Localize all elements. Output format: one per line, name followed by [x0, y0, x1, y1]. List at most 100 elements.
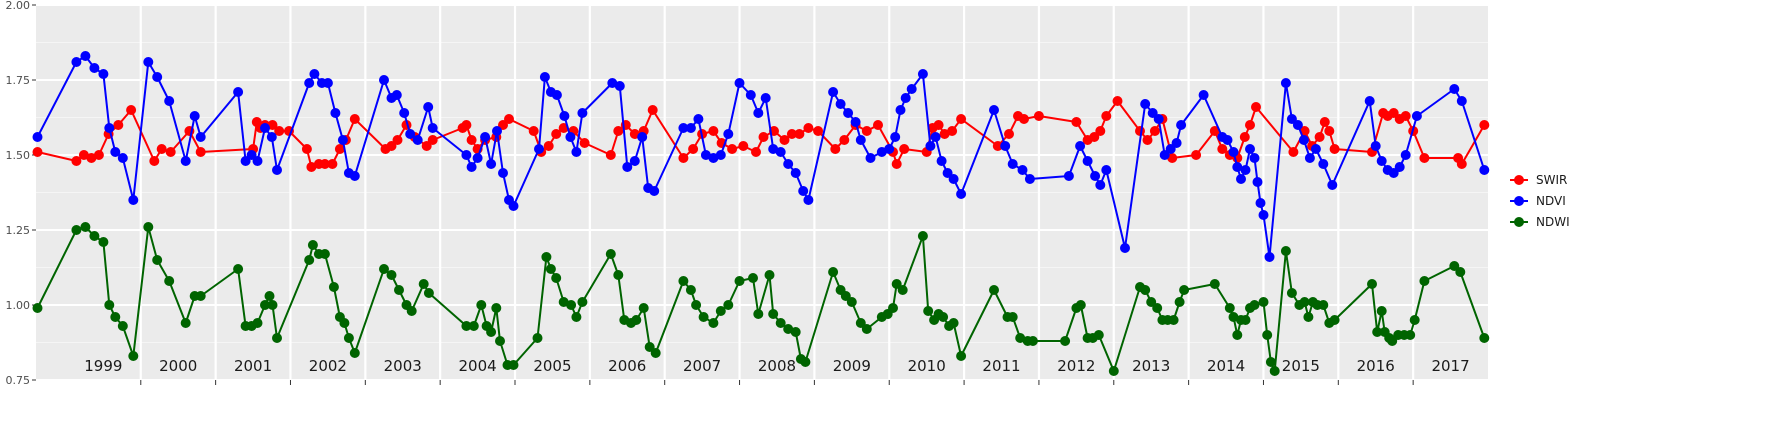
data-point-swir — [427, 135, 438, 145]
data-point-swir — [466, 135, 477, 145]
data-point-swir — [149, 156, 160, 166]
data-point-ndvi — [1095, 180, 1106, 190]
data-point-ndwi — [343, 333, 354, 343]
data-point-ndvi — [128, 195, 139, 205]
data-point-swir — [1033, 111, 1044, 121]
data-point-ndvi — [637, 132, 648, 142]
data-point-swir — [1095, 126, 1106, 136]
data-point-ndvi — [486, 159, 497, 169]
data-point-swir — [786, 129, 797, 139]
data-point-swir — [93, 150, 104, 160]
data-point-ndvi — [1017, 165, 1028, 175]
data-point-ndwi — [495, 336, 505, 346]
data-point-ndwi — [486, 327, 497, 337]
year-label: 1999 — [84, 357, 122, 375]
legend-key-point — [1514, 217, 1524, 227]
data-point-ndvi — [195, 132, 206, 142]
y-tick-label: 0.75 — [6, 374, 31, 387]
data-point-ndwi — [541, 252, 552, 262]
data-point-ndvi — [498, 168, 508, 178]
data-point-swir — [1456, 159, 1467, 169]
data-point-ndvi — [98, 69, 109, 79]
data-point-swir — [813, 126, 824, 136]
data-point-ndvi — [1120, 243, 1130, 253]
data-point-ndvi — [571, 147, 582, 157]
data-point-ndwi — [566, 300, 577, 310]
data-point-ndvi — [925, 141, 936, 151]
data-point-ndwi — [1240, 315, 1251, 325]
data-point-ndwi — [1140, 285, 1151, 295]
data-point-ndvi — [835, 99, 846, 109]
data-point-ndvi — [693, 114, 704, 124]
data-point-ndvi — [461, 150, 472, 160]
data-point-ndwi — [638, 303, 649, 313]
y-tick-label: 1.00 — [6, 299, 31, 312]
data-point-ndvi — [1370, 141, 1381, 151]
data-point-swir — [1149, 126, 1160, 136]
data-point-ndwi — [1179, 285, 1190, 295]
data-point-ndwi — [260, 300, 270, 310]
data-point-ndwi — [1455, 267, 1466, 277]
data-point-swir — [1191, 150, 1202, 160]
data-point-ndvi — [1280, 78, 1291, 88]
data-point-ndvi — [1411, 111, 1422, 121]
data-point-ndwi — [89, 231, 100, 241]
data-point-swir — [939, 129, 950, 139]
data-point-swir — [738, 141, 749, 151]
year-label: 2001 — [234, 357, 272, 375]
data-point-ndwi — [386, 270, 397, 280]
y-tick-label: 1.50 — [6, 149, 31, 162]
data-point-ndwi — [715, 306, 726, 316]
data-point-ndvi — [775, 147, 786, 157]
data-point-ndwi — [1015, 333, 1026, 343]
data-point-ndvi — [850, 117, 861, 127]
data-point-ndwi — [252, 318, 263, 328]
data-point-ndvi — [1075, 141, 1086, 151]
data-point-ndwi — [1299, 297, 1310, 307]
data-point-ndvi — [1000, 141, 1011, 151]
data-point-swir — [165, 147, 176, 157]
year-label: 2010 — [908, 357, 946, 375]
data-point-ndwi — [775, 318, 786, 328]
data-point-ndvi — [1449, 84, 1460, 94]
data-point-swir — [1217, 144, 1228, 154]
data-point-ndwi — [423, 288, 434, 298]
data-point-ndvi — [1245, 144, 1255, 154]
data-point-ndwi — [1372, 327, 1383, 337]
data-point-ndvi — [1063, 171, 1074, 181]
data-point-swir — [605, 150, 616, 160]
year-label: 2007 — [683, 357, 721, 375]
data-point-ndwi — [1409, 315, 1420, 325]
year-label: 2011 — [982, 357, 1020, 375]
data-point-swir — [899, 144, 910, 154]
data-point-ndwi — [764, 270, 775, 280]
data-point-ndvi — [110, 147, 121, 157]
year-label: 2008 — [758, 357, 796, 375]
data-point-swir — [956, 114, 967, 124]
data-point-ndwi — [1376, 306, 1387, 316]
data-point-swir — [1329, 144, 1340, 154]
data-point-ndvi — [723, 129, 734, 139]
data-point-ndwi — [264, 291, 275, 301]
legend-label: NDWI — [1536, 215, 1570, 229]
data-point-ndvi — [1252, 177, 1263, 187]
data-point-ndwi — [828, 267, 839, 277]
data-point-ndvi — [1364, 96, 1375, 106]
data-point-ndvi — [152, 72, 163, 82]
data-point-ndwi — [734, 276, 745, 286]
data-point-ndvi — [427, 123, 438, 133]
data-point-ndvi — [1222, 135, 1233, 145]
data-point-ndvi — [1304, 153, 1315, 163]
data-point-ndvi — [405, 129, 416, 139]
data-point-swir — [1004, 129, 1014, 139]
data-point-swir — [86, 153, 97, 163]
legend-item-ndwi: NDWI — [1510, 215, 1570, 229]
data-point-ndwi — [1108, 366, 1119, 376]
data-point-swir — [301, 144, 312, 154]
data-point-ndvi — [349, 171, 360, 181]
data-point-swir — [267, 120, 278, 130]
year-label: 2015 — [1282, 357, 1320, 375]
data-point-swir — [579, 138, 590, 148]
data-point-ndvi — [1228, 147, 1239, 157]
